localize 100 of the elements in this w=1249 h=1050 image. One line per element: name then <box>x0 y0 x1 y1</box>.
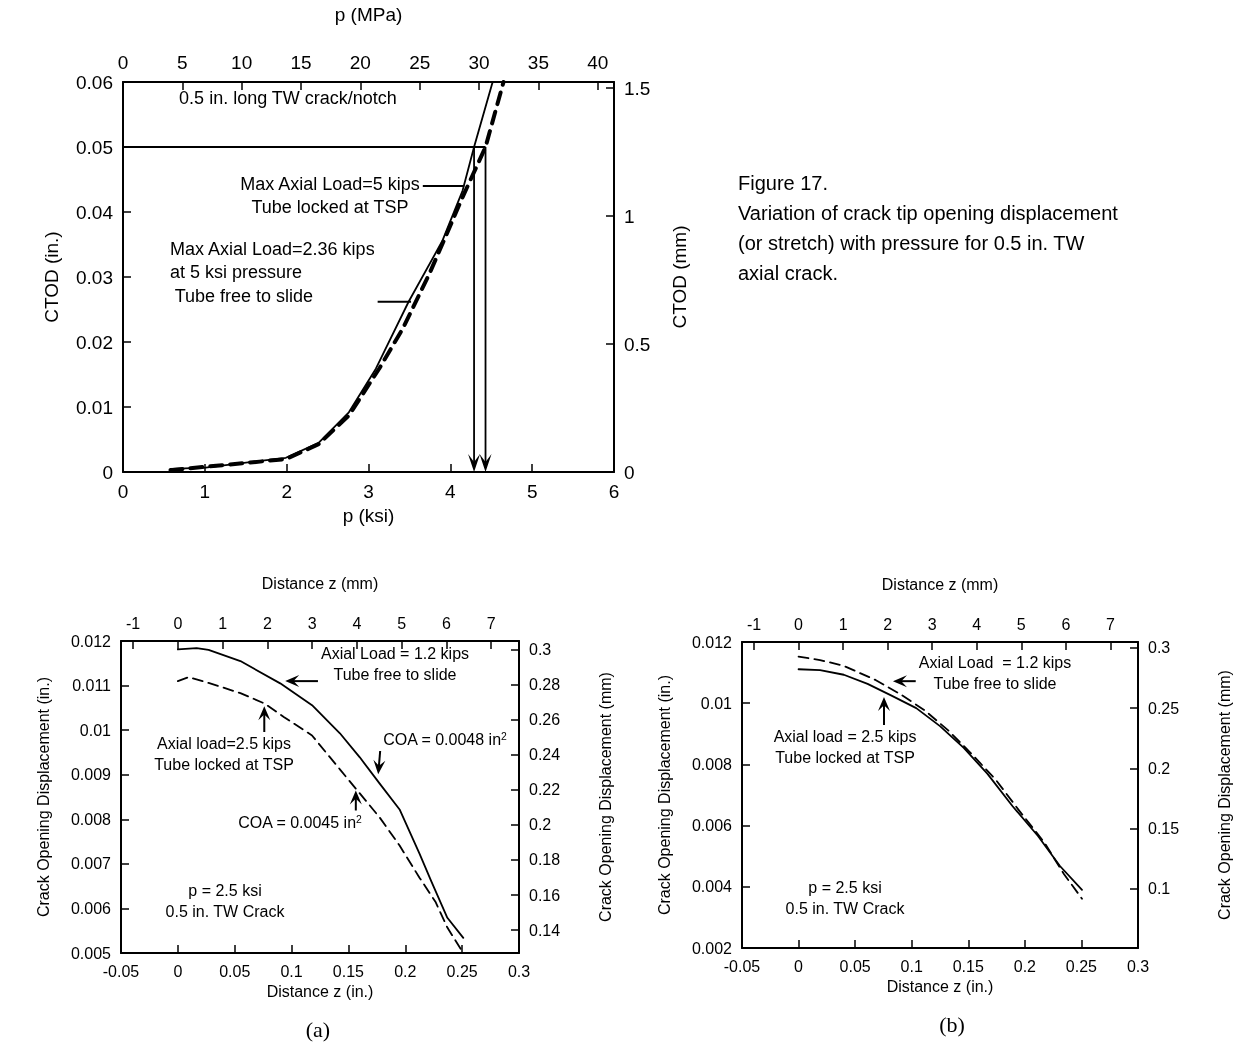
y2-tick-label: 0.1 <box>1148 880 1171 898</box>
x2-tick-label: 4 <box>972 615 982 633</box>
y-tick-label: 0.008 <box>70 810 112 828</box>
y-tick-label: 0.04 <box>76 201 114 223</box>
x2-axis-title: p (MPa) <box>334 4 403 25</box>
x-tick-label: 0.3 <box>1126 957 1150 975</box>
x-tick-label: 0.05 <box>839 957 871 975</box>
y-tick-label: 0.03 <box>76 266 113 288</box>
x-tick-label: 0.3 <box>507 962 531 980</box>
annotation: Axial Load = 1.2 kips Tube free to slide <box>918 654 1072 692</box>
caption: Figure 17. Variation of crack tip opening displacement (or stretch) with pressure for 0.5 in. TW axial crack. <box>738 172 1119 284</box>
y-tick-label: 0.012 <box>691 633 733 651</box>
x2-tick-label: 3 <box>307 614 317 632</box>
y-tick-label: 0.007 <box>70 855 112 873</box>
y2-tick-label: 0.14 <box>529 921 561 939</box>
y-tick-label: 0.01 <box>76 396 113 418</box>
y-axis-title: CTOD (in.) <box>41 231 62 323</box>
x2-tick-label: 6 <box>1061 615 1071 633</box>
y-tick-label: 0.005 <box>70 944 112 962</box>
x2-tick-label: 1 <box>838 615 848 633</box>
y2-axis-title: Crack Opening Displacement (mm) <box>596 672 614 922</box>
x2-tick-label: 2 <box>262 614 272 632</box>
text: (b) <box>939 1012 965 1037</box>
annotation: COA = 0.0048 in$^{2}$ <box>383 730 508 748</box>
y2-axis-title: CTOD (mm) <box>669 225 690 329</box>
x-tick-label: -0.05 <box>723 957 761 975</box>
y-tick-label: 0.002 <box>691 939 733 957</box>
x2-tick-label: 7 <box>486 614 496 632</box>
annotation: p = 2.5 ksi 0.5 in. TW Crack <box>165 882 286 920</box>
x-tick-label: -0.05 <box>102 962 140 980</box>
annotation: 0.5 in. long TW crack/notch <box>179 88 397 108</box>
x-tick-label: 0.15 <box>332 962 365 980</box>
y2-tick-label: 0.5 <box>624 333 651 355</box>
x-tick-label: 0 <box>117 481 129 503</box>
y-tick-label: 0.006 <box>70 899 112 917</box>
y2-tick-label: 0.16 <box>529 886 561 904</box>
x2-tick-label: -1 <box>746 615 762 633</box>
x-tick-label: 0.1 <box>900 957 923 975</box>
annotation: p = 2.5 ksi 0.5 in. TW Crack <box>785 879 906 917</box>
y2-tick-label: 0.26 <box>529 711 561 729</box>
text: (a) <box>305 1017 331 1042</box>
y-tick-label: 0.01 <box>79 721 112 739</box>
x2-tick-label: 5 <box>1016 615 1026 633</box>
x-tick-label: 0 <box>173 962 183 980</box>
y-tick-label: 0.009 <box>70 766 112 784</box>
x-tick-label: 0.1 <box>280 962 303 980</box>
y2-tick-label: 0.3 <box>1148 639 1171 657</box>
x-tick-label: 6 <box>608 481 620 503</box>
x2-axis-title: Distance z (mm) <box>881 575 999 593</box>
x2-tick-label: 15 <box>290 52 312 73</box>
x2-tick-label: 0 <box>173 614 183 632</box>
x2-tick-label: 5 <box>177 52 188 73</box>
annotation: Axial load=2.5 kips Tube locked at TSP <box>154 735 294 773</box>
x2-tick-label: 4 <box>352 614 362 632</box>
y-tick-label: 0.011 <box>72 677 112 695</box>
x-tick-label: 5 <box>526 481 538 503</box>
x-tick-label: 0.25 <box>446 962 478 980</box>
x-tick-label: 1 <box>199 481 211 503</box>
y2-tick-label: 1 <box>624 205 635 227</box>
y2-tick-label: 0.22 <box>529 781 561 799</box>
x-axis-title: Distance z (in.) <box>266 983 374 1001</box>
y-tick-label: 0.02 <box>76 331 113 353</box>
x2-tick-label: 30 <box>468 52 490 73</box>
annotation: Axial Load = 1.2 kips Tube free to slide <box>320 645 470 683</box>
x-tick-label: 0 <box>794 957 804 975</box>
x2-tick-label: 2 <box>883 615 893 633</box>
y2-tick-label: 0.28 <box>529 676 561 694</box>
x2-axis-title: Distance z (mm) <box>261 574 379 592</box>
x-tick-label: 2 <box>281 481 292 503</box>
y2-tick-label: 0.18 <box>529 851 561 869</box>
y2-tick-label: 0.25 <box>1148 699 1180 717</box>
y2-axis-title: Crack Opening Displacement (mm) <box>1215 670 1233 920</box>
annotation: COA = 0.0045 in$^{2}$ <box>238 813 363 831</box>
y-tick-label: 0.01 <box>700 694 733 712</box>
annotation: Max Axial Load=5 kips Tube locked at TSP <box>240 174 420 218</box>
y-tick-label: 0.008 <box>691 755 733 773</box>
x2-tick-label: 0 <box>794 615 804 633</box>
annotation: Axial load = 2.5 kips Tube locked at TSP <box>773 728 917 766</box>
x2-tick-label: 20 <box>349 52 371 73</box>
y-axis-title: Crack Opening Displacement (in.) <box>34 676 52 918</box>
y2-tick-label: 0.3 <box>529 640 552 658</box>
x2-tick-label: 40 <box>587 52 609 73</box>
y-tick-label: 0.05 <box>76 136 113 158</box>
x2-tick-label: 0 <box>117 52 129 73</box>
x2-tick-label: 10 <box>231 52 253 73</box>
x2-tick-label: -1 <box>125 614 141 632</box>
x-tick-label: 0.05 <box>219 962 251 980</box>
x2-tick-label: 3 <box>927 615 937 633</box>
y2-tick-label: 1.5 <box>624 77 651 99</box>
y2-tick-label: 0.24 <box>529 746 561 764</box>
y-tick-label: 0.004 <box>691 878 733 896</box>
x-tick-label: 3 <box>363 481 374 503</box>
y-axis-title: Crack Opening Displacement (in.) <box>655 674 673 916</box>
x2-tick-label: 35 <box>527 52 549 73</box>
x-tick-label: 0.2 <box>394 962 417 980</box>
annotation: Max Axial Load=2.36 kips at 5 ksi pressure Tube free to slide <box>170 239 375 306</box>
y2-tick-label: 0.2 <box>529 816 552 834</box>
y-tick-label: 0.012 <box>70 632 112 650</box>
x-axis-title: p (ksi) <box>342 505 395 526</box>
y-tick-label: 0.06 <box>76 71 113 93</box>
